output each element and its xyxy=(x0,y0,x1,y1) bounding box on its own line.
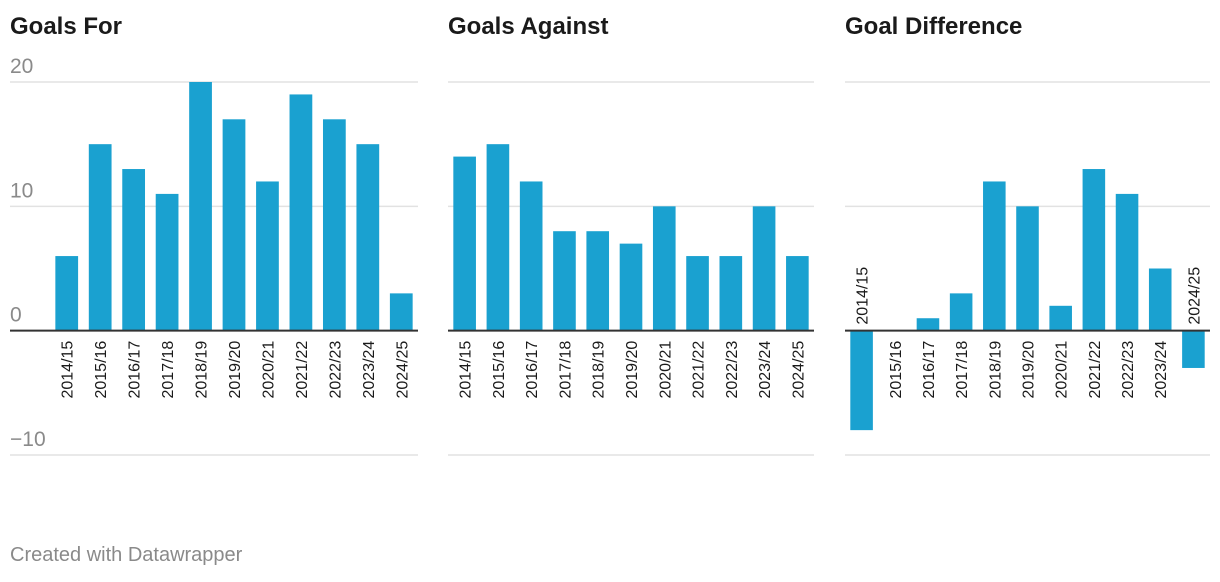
x-tick-label: 2015/16 xyxy=(491,341,508,399)
bar-2018-19 xyxy=(586,231,610,331)
x-tick-label: 2021/22 xyxy=(294,341,311,399)
bar-2016-17 xyxy=(916,318,940,331)
bar-2022-23 xyxy=(322,119,346,331)
panel-2: Goals Against 2014/15 2015/16 2016/17 2017/1… xyxy=(448,13,814,456)
x-tick-label: 2020/21 xyxy=(260,341,277,399)
bar-2024-25 xyxy=(1182,330,1205,368)
x-tick-label: 2014/15 xyxy=(458,341,475,399)
x-tick-label: 2020/21 xyxy=(1054,341,1071,399)
x-tick-label: 2016/17 xyxy=(127,341,144,399)
x-tick-label: 2016/17 xyxy=(524,341,541,399)
panel-3: Goal Difference 2014/15 2015/16 2016/17 2017… xyxy=(845,13,1210,456)
x-tick-label: 2019/20 xyxy=(1021,341,1038,399)
x-tick-label: 2017/18 xyxy=(160,341,177,399)
bar-2021-22 xyxy=(1082,169,1106,331)
x-tick-label: 2015/16 xyxy=(93,341,110,399)
bar-2015-16 xyxy=(486,144,510,331)
x-tick-label: 2023/24 xyxy=(757,341,774,399)
x-tick-label: 2024/25 xyxy=(394,341,411,399)
bar-2016-17 xyxy=(122,169,146,331)
x-tick-label: 2022/23 xyxy=(1120,341,1137,399)
bar-2018-19 xyxy=(983,181,1006,331)
footer-credit: Created with Datawrapper xyxy=(10,544,243,566)
bar-2022-23 xyxy=(719,256,743,331)
bar-2023-24 xyxy=(752,206,776,331)
bar-2021-22 xyxy=(686,256,709,331)
x-tick-label: 2021/22 xyxy=(691,341,708,399)
x-tick-label: 2018/19 xyxy=(591,341,608,399)
bar-2019-20 xyxy=(1016,206,1039,331)
x-tick-label: 2015/16 xyxy=(888,341,905,399)
x-tick-label: 2022/23 xyxy=(724,341,741,399)
x-tick-label: 2022/23 xyxy=(327,341,344,399)
y-tick-label: −10 xyxy=(10,428,46,451)
bar-2017-18 xyxy=(553,231,576,331)
bar-2024-25 xyxy=(786,256,809,331)
x-tick-label: 2017/18 xyxy=(954,341,971,399)
panel-1: Goals For −10 0 10 20 2014/15 2015/16 2016/17 20… xyxy=(10,13,418,456)
y-tick-label: 20 xyxy=(10,55,33,78)
bar-2024-25 xyxy=(389,293,413,331)
x-tick-label: 2016/17 xyxy=(921,341,938,399)
y-tick-label: 10 xyxy=(10,179,33,202)
x-tick-label: 2014/15 xyxy=(855,267,872,325)
bar-2019-20 xyxy=(222,119,246,331)
bar-2015-16 xyxy=(88,144,112,331)
x-tick-label: 2018/19 xyxy=(987,341,1004,399)
x-tick-label: 2021/22 xyxy=(1087,341,1104,399)
panel-title: Goal Difference xyxy=(845,13,1022,40)
bar-2014-15 xyxy=(55,256,79,331)
x-tick-label: 2019/20 xyxy=(227,341,244,399)
bar-2017-18 xyxy=(949,293,973,331)
x-tick-label: 2017/18 xyxy=(557,341,574,399)
x-tick-label: 2020/21 xyxy=(657,341,674,399)
y-tick-label: 0 xyxy=(10,304,22,327)
panel-title: Goals For xyxy=(10,13,122,40)
x-tick-label: 2014/15 xyxy=(60,341,77,399)
bar-2021-22 xyxy=(289,94,313,331)
x-tick-label: 2024/25 xyxy=(1186,267,1203,325)
bar-2023-24 xyxy=(356,144,380,331)
x-tick-label: 2023/24 xyxy=(1153,341,1170,399)
bar-2016-17 xyxy=(519,181,543,331)
small-multiples-chart: Goals For −10 0 10 20 2014/15 2015/16 2016/17 20… xyxy=(10,13,1210,456)
bar-2020-21 xyxy=(1049,305,1072,331)
bar-2020-21 xyxy=(652,206,676,331)
bar-2017-18 xyxy=(155,193,179,331)
panel-title: Goals Against xyxy=(448,13,608,40)
bar-2020-21 xyxy=(256,181,279,331)
x-tick-label: 2018/19 xyxy=(194,341,211,399)
x-tick-label: 2023/24 xyxy=(361,341,378,399)
bar-2014-15 xyxy=(850,330,873,431)
bar-2019-20 xyxy=(619,243,643,331)
bar-2022-23 xyxy=(1115,193,1139,331)
x-tick-label: 2019/20 xyxy=(624,341,641,399)
x-tick-label: 2024/25 xyxy=(790,341,807,399)
bar-2023-24 xyxy=(1148,268,1172,331)
bar-2018-19 xyxy=(189,82,212,331)
bar-2014-15 xyxy=(453,156,476,331)
